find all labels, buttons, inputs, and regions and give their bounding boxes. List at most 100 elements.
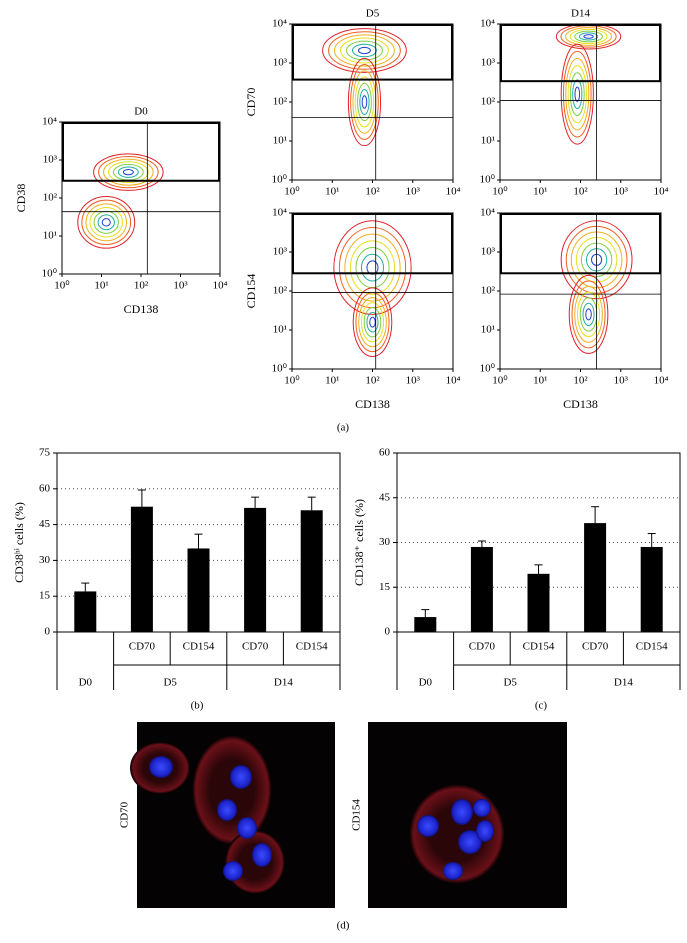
density-contour: [328, 31, 401, 70]
x-tick-label: 10¹: [94, 280, 108, 292]
density-contour: [357, 82, 372, 122]
density-contour: [574, 286, 603, 343]
density-contour: [585, 308, 592, 321]
density-contour: [93, 153, 164, 191]
y-tick-label: 10³: [43, 154, 58, 166]
density-contour: [565, 27, 613, 46]
density-contour: [366, 311, 379, 333]
x-tick-label: 10²: [365, 186, 380, 198]
y-tick-label: 10⁰: [480, 363, 496, 375]
x-tick-label: 10⁰: [284, 375, 300, 387]
y-axis-label: CD154: [244, 274, 258, 309]
density-contour: [359, 89, 370, 115]
density-contour: [360, 302, 385, 343]
y-tick-label: 10²: [273, 96, 288, 108]
density-contour: [334, 34, 395, 67]
y-tick-label: 60: [379, 447, 391, 459]
y-tick-label: 10²: [273, 285, 288, 297]
y-tick-label: 15: [379, 581, 391, 593]
density-contour: [360, 253, 385, 282]
density-contour: [77, 195, 136, 249]
density-contour: [578, 32, 599, 41]
y-tick-label: 10⁴: [480, 207, 495, 219]
panel-label: (d): [337, 920, 350, 932]
density-contour: [583, 34, 594, 39]
panel-label: (b): [191, 700, 204, 712]
chart-title: D5: [366, 8, 380, 20]
y-tick-label: 10⁴: [272, 18, 287, 30]
group-label: D14: [274, 677, 293, 689]
density-contour: [97, 214, 115, 231]
density-contour: [572, 79, 583, 109]
density-contour: [562, 50, 592, 138]
group-label: D14: [614, 677, 633, 689]
x-tick-label: 10⁰: [492, 375, 508, 387]
y-tick-label: 10⁴: [272, 207, 287, 219]
plot-frame: [499, 23, 662, 181]
y-tick-label: 10⁴: [480, 18, 495, 30]
y-tick-label: 45: [379, 491, 391, 503]
density-contour: [352, 287, 393, 358]
density-contour: [569, 72, 585, 117]
density-contour: [354, 76, 375, 128]
panel-label: (a): [337, 422, 350, 434]
gate: [500, 24, 661, 83]
y-tick-label: 10¹: [43, 230, 57, 242]
bar: [470, 546, 493, 632]
micrograph: [130, 722, 335, 908]
y-tick-label: 10¹: [273, 135, 287, 147]
chart-title: D14: [571, 8, 590, 20]
density-contour: [355, 247, 390, 289]
y-tick-label: 45: [39, 518, 51, 530]
y-tick-label: 10³: [273, 57, 288, 69]
density-contour: [358, 297, 387, 348]
x-tick-label: 10²: [365, 375, 380, 387]
image-label: CD70: [119, 801, 131, 828]
density-contour: [361, 95, 368, 109]
density-contour: [81, 199, 132, 245]
density-contour: [338, 226, 407, 309]
y-tick-label: 0: [45, 626, 51, 638]
density-contour: [351, 43, 377, 58]
density-contour: [101, 218, 111, 227]
plot-frame: [61, 121, 221, 275]
y-tick-label: 10³: [481, 57, 496, 69]
density-contour: [560, 43, 594, 145]
x-tick-label: 10³: [173, 280, 188, 292]
image-label: CD154: [351, 799, 363, 831]
x-tick-label: 10⁴: [213, 280, 228, 292]
density-contour: [340, 37, 389, 64]
x-tick-label: CD154: [523, 641, 555, 653]
y-tick-label: 10²: [43, 192, 58, 204]
density-contour: [85, 203, 128, 242]
bar: [414, 617, 437, 632]
y-tick-label: 10³: [273, 246, 288, 258]
y-tick-label: 10¹: [481, 324, 495, 336]
x-tick-label: CD154: [183, 641, 215, 653]
y-tick-label: 10³: [481, 246, 496, 258]
gate: [62, 122, 220, 182]
density-contour: [577, 291, 601, 338]
y-tick-label: 10²: [481, 96, 496, 108]
x-tick-label: CD154: [636, 641, 668, 653]
x-tick-label: 10⁰: [284, 186, 300, 198]
x-tick-label: 10³: [406, 375, 421, 387]
density-contour: [333, 220, 412, 315]
density-contour: [569, 28, 608, 45]
density-contour: [122, 169, 134, 176]
x-tick-label: 10⁴: [654, 375, 669, 387]
gate: [292, 213, 453, 275]
density-contour: [349, 240, 396, 295]
y-axis-label: CD138⁺ cells (%): [352, 499, 366, 586]
panel-label: (c): [535, 700, 548, 712]
y-tick-label: 10¹: [481, 135, 495, 147]
x-tick-label: 10¹: [533, 186, 547, 198]
x-tick-label: 10⁴: [446, 186, 461, 198]
x-tick-label: 10²: [134, 280, 149, 292]
x-tick-label: 10⁴: [654, 186, 669, 198]
y-tick-label: 0: [385, 626, 391, 638]
x-tick-label: 10³: [614, 375, 629, 387]
y-axis-label: CD38: [14, 184, 28, 213]
density-contour: [346, 40, 383, 61]
